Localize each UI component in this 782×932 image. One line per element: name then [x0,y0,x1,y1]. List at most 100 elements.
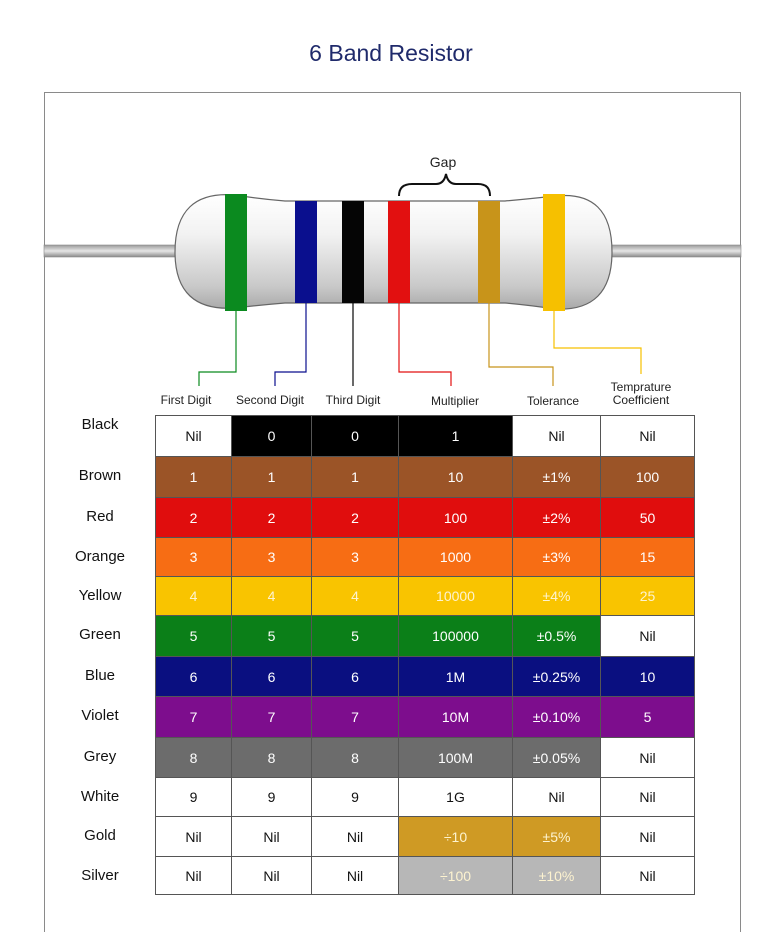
table-cell: 6 [231,656,312,697]
table-cell: 50 [600,497,695,538]
table-cell: Nil [600,856,695,895]
table-cell: 3 [231,537,312,577]
table-cell: ±0.5% [512,615,601,657]
color-label-red: Red [86,508,114,525]
page-title: 6 Band Resistor [309,40,473,66]
table-cell: Nil [600,777,695,817]
table-row: Nil Nil Nil ÷10 ±5% Nil [155,816,695,857]
color-label-brown: Brown [78,467,122,484]
table-cell: 10000 [398,576,513,616]
leader-line-2 [274,303,307,386]
color-label-yellow: Yellow [78,587,122,604]
table-cell: 10 [398,456,513,498]
table-cell: ±0.10% [512,696,601,738]
table-row: Nil 0 0 1 Nil Nil [155,415,695,457]
header-second-digit: Second Digit [235,393,305,407]
color-label-gold: Gold [84,827,116,844]
color-label-black: Black [81,416,119,433]
table-cell: ±3% [512,537,601,577]
table-row: 9 9 9 1G Nil Nil [155,777,695,817]
table-row: 6 6 6 1M ±0.25% 10 [155,656,695,697]
table-cell: 1 [155,456,232,498]
table-cell: 7 [155,696,232,738]
table-cell: 100 [398,497,513,538]
table-cell: 1M [398,656,513,697]
color-label-silver: Silver [81,867,119,884]
table-cell: Nil [600,737,695,778]
table-cell: 9 [231,777,312,817]
table-cell: Nil [600,615,695,657]
table-cell: Nil [155,415,232,457]
table-cell: Nil [155,856,232,895]
table-cell: 7 [311,696,399,738]
color-label-blue: Blue [84,667,116,684]
table-cell: ÷10 [398,816,513,857]
table-cell: 6 [155,656,232,697]
header-temperature-coefficient: Temprature Coefficient [610,380,672,407]
color-label-green: Green [79,626,121,643]
table-cell: 10 [600,656,695,697]
gap-label: Gap [430,154,457,170]
table-row: 5 5 5 100000 ±0.5% Nil [155,615,695,657]
table-cell: Nil [231,856,312,895]
table-row: 1 1 1 10 ±1% 100 [155,456,695,498]
color-label-white: White [80,788,120,805]
table-row: 8 8 8 100M ±0.05% Nil [155,737,695,778]
header-first-digit: First Digit [160,393,212,407]
table-cell: 0 [231,415,312,457]
table-row: Nil Nil Nil ÷100 ±10% Nil [155,856,695,895]
table-cell: 2 [231,497,312,538]
table-cell: Nil [600,415,695,457]
gap-brace-icon [398,173,491,197]
table-cell: 6 [311,656,399,697]
table-row: 7 7 7 10M ±0.10% 5 [155,696,695,738]
leader-line-4 [398,303,452,386]
resistor-band-1 [225,194,247,311]
resistor-band-2 [295,201,317,303]
left-lead [43,244,185,258]
table-cell: 3 [311,537,399,577]
table-cell: 25 [600,576,695,616]
table-cell: 5 [231,615,312,657]
table-row: 4 4 4 10000 ±4% 25 [155,576,695,616]
table-cell: Nil [155,816,232,857]
table-cell: 9 [311,777,399,817]
table-cell: 7 [231,696,312,738]
table-cell: 4 [155,576,232,616]
table-cell: ±2% [512,497,601,538]
table-cell: ±0.05% [512,737,601,778]
table-cell: 3 [155,537,232,577]
table-cell: Nil [512,415,601,457]
header-third-digit: Third Digit [325,393,381,407]
leader-line-1 [198,311,237,386]
table-cell: ±0.25% [512,656,601,697]
table-cell: 1000 [398,537,513,577]
table-cell: 2 [311,497,399,538]
leader-line-6 [553,311,642,374]
resistor-band-6 [543,194,565,311]
table-cell: Nil [512,777,601,817]
table-cell: 2 [155,497,232,538]
table-cell: ±4% [512,576,601,616]
table-cell: 8 [231,737,312,778]
table-cell: 100000 [398,615,513,657]
table-cell: 15 [600,537,695,577]
table-cell: ±1% [512,456,601,498]
color-code-table: Nil 0 0 1 Nil Nil 1 1 1 10 ±1% 100 2 2 2 100 ±2% 50 3 3 3 100… [155,415,695,895]
table-row: 3 3 3 1000 ±3% 15 [155,537,695,577]
header-tolerance: Tolerance [526,394,580,408]
table-cell: 1 [398,415,513,457]
table-cell: 0 [311,415,399,457]
diagram-frame [44,92,741,932]
table-cell: 5 [600,696,695,738]
color-label-orange: Orange [74,548,126,565]
table-cell: ±10% [512,856,601,895]
right-lead [599,244,742,258]
table-cell: ÷100 [398,856,513,895]
table-cell: 1G [398,777,513,817]
table-cell: Nil [600,816,695,857]
color-label-grey: Grey [83,748,117,765]
table-cell: 8 [155,737,232,778]
leader-line-5 [488,303,554,386]
